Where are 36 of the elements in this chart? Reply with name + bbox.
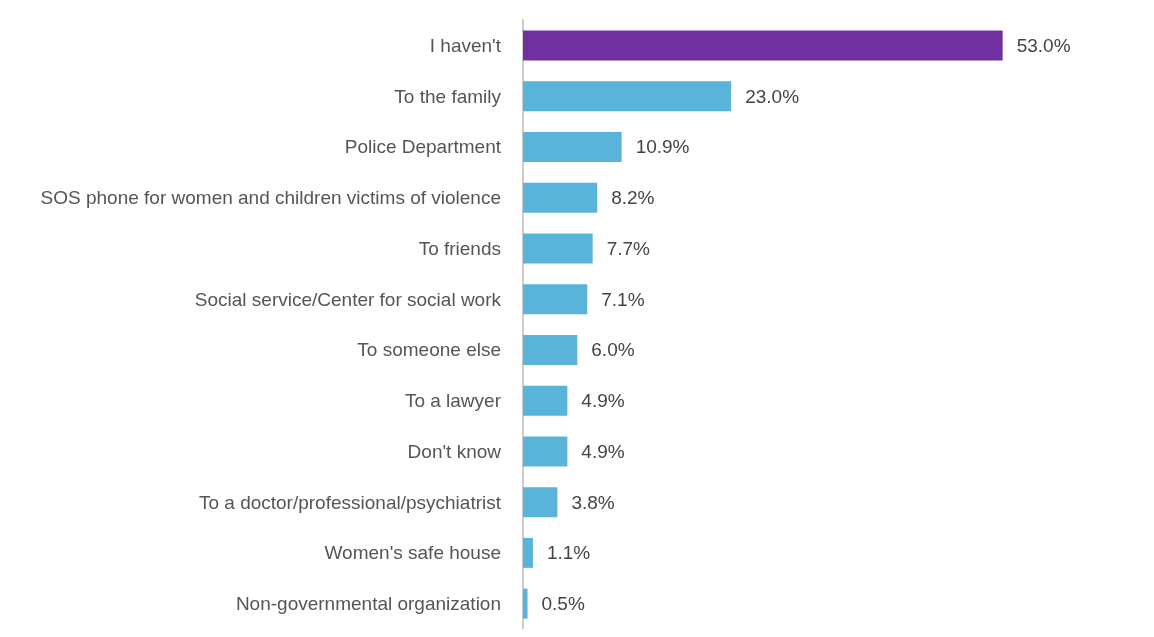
bar [523, 30, 1003, 61]
data-label: 6.0% [591, 339, 635, 361]
bar [523, 131, 622, 162]
y-tick-label: To the family [394, 85, 502, 107]
bar [523, 436, 568, 467]
bar [523, 284, 588, 315]
bar [523, 487, 558, 518]
bar [523, 233, 593, 264]
data-label: 4.9% [581, 440, 625, 462]
data-label: 0.5% [541, 593, 585, 615]
bar [523, 182, 598, 213]
y-tick-label: I haven't [429, 34, 502, 56]
y-tick-label: To a lawyer [404, 390, 502, 412]
y-tick-label: SOS phone for women and children victims of violence [40, 187, 501, 209]
y-tick-label: Police Department [344, 136, 502, 158]
data-label: 3.8% [571, 491, 615, 513]
y-tick-label: To someone else [357, 339, 501, 361]
y-tick-label: To friends [418, 237, 501, 259]
bar [523, 81, 732, 112]
data-label: 10.9% [635, 136, 690, 158]
data-label: 7.7% [606, 237, 651, 259]
bar [523, 385, 568, 416]
data-label: 8.2% [611, 187, 655, 209]
bar [523, 537, 533, 568]
data-label: 7.1% [601, 288, 645, 310]
data-label: 4.9% [581, 390, 625, 412]
data-label: 53.0% [1016, 34, 1071, 56]
y-tick-label: Non-governmental organization [235, 593, 501, 615]
bar [523, 588, 528, 619]
y-tick-label: Don't know [407, 440, 502, 462]
y-tick-label: Women's safe house [324, 542, 501, 564]
y-tick-label: Social service/Center for social work [194, 288, 502, 310]
y-tick-label: To a doctor/professional/psychiatrist [198, 491, 502, 513]
bar [523, 334, 578, 365]
data-label: 23.0% [745, 85, 800, 107]
data-label: 1.1% [546, 542, 591, 564]
